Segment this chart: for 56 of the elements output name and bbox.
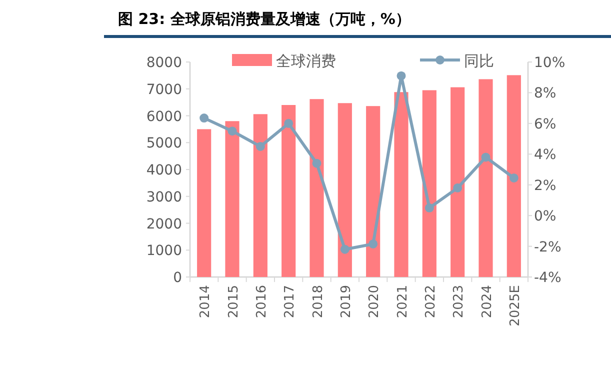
bar: [310, 99, 324, 277]
x-tick-label: 2023: [452, 285, 467, 318]
x-tick-label: 2019: [338, 285, 354, 318]
point: [509, 173, 518, 182]
point: [424, 203, 434, 212]
point: [396, 71, 406, 80]
bar: [366, 106, 380, 277]
x-tick-label: 2015: [226, 285, 242, 318]
bar: [338, 103, 352, 277]
x-tick-label: 2016: [254, 285, 270, 318]
y2-tick-label: 6%: [534, 116, 556, 132]
point: [453, 183, 462, 192]
bar: [197, 129, 212, 277]
point: [368, 239, 378, 248]
x-tick-label: 2022: [423, 285, 438, 318]
y2-tick-label: 10%: [534, 55, 566, 71]
x-tick-label: 2021: [395, 285, 410, 318]
x-tick-label: 2025E: [508, 285, 523, 326]
y-tick-label: 1000: [146, 243, 182, 260]
y-tick-label: 2000: [146, 216, 182, 232]
x-tick-label: 2017: [282, 285, 298, 318]
point: [481, 152, 490, 162]
y-tick-label: 3000: [146, 189, 182, 206]
bar: [282, 105, 296, 277]
y-tick-label: 7000: [146, 82, 182, 98]
bar: [478, 79, 493, 277]
point: [284, 118, 294, 128]
y-tick-label: 5000: [146, 136, 182, 152]
point: [256, 142, 265, 151]
y-tick-label: 4000: [146, 162, 182, 178]
point: [200, 114, 209, 123]
y2-tick-label: -2%: [534, 239, 562, 256]
legend-label: 同比: [464, 52, 494, 70]
x-tick-label: 2020: [367, 285, 382, 318]
point: [228, 126, 237, 136]
bar: [450, 87, 465, 277]
y2-tick-label: 4%: [534, 147, 556, 164]
point: [340, 244, 350, 254]
bar: [225, 121, 240, 277]
bar: [253, 114, 268, 277]
bar: [422, 90, 436, 277]
legend-label: 全球消费: [276, 52, 336, 70]
bar: [394, 92, 408, 277]
y-tick-label: 8000: [146, 55, 182, 71]
x-tick-label: 2018: [310, 285, 326, 318]
chart-title: 图 23: 全球原铝消费量及增速（万吨，%）: [118, 10, 410, 28]
x-tick-label: 2014: [198, 285, 214, 318]
y2-tick-label: 0%: [534, 208, 556, 225]
y2-tick-label: 8%: [534, 86, 556, 102]
x-tick-label: 2024: [480, 285, 495, 318]
y-tick-label: 6000: [146, 108, 182, 125]
y2-tick-label: 2%: [534, 178, 556, 194]
point: [312, 158, 322, 168]
y-tick-label: 0: [173, 270, 182, 286]
y2-tick-label: -4%: [534, 270, 562, 286]
bar: [506, 75, 521, 277]
